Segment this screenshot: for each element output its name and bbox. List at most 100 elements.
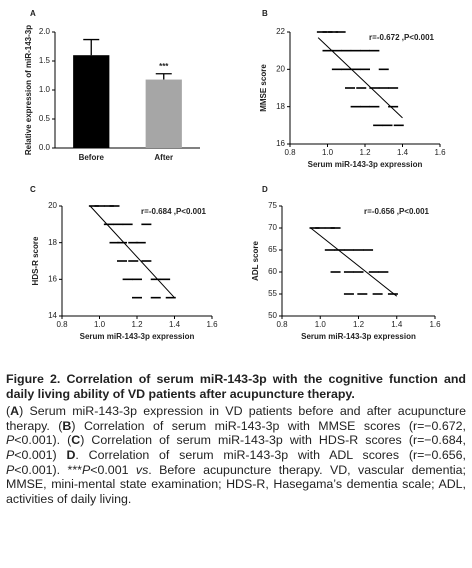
caption-text: <0.001 xyxy=(90,462,136,477)
y-tick-label: 14 xyxy=(48,311,57,320)
point xyxy=(150,296,161,299)
x-tick-label: Before xyxy=(79,153,105,162)
caption-text: . Correlation of serum miR-143-3p with A… xyxy=(75,447,466,462)
x-axis-label: Serum miR-143-3p expression xyxy=(308,160,423,169)
caption-text: P xyxy=(6,462,15,477)
y-tick-label: 20 xyxy=(48,201,57,210)
point xyxy=(322,31,333,33)
x-tick-label: 0.8 xyxy=(276,320,288,329)
point xyxy=(372,293,383,295)
y-tick-label: 16 xyxy=(48,274,57,283)
point xyxy=(341,49,352,52)
point xyxy=(378,68,389,71)
point xyxy=(343,293,354,295)
point xyxy=(128,241,139,244)
caption-text: . Before acupuncture therapy. VD, vascul… xyxy=(6,462,466,506)
x-tick-label: 1.4 xyxy=(169,320,181,329)
point xyxy=(330,227,341,229)
point xyxy=(350,49,361,52)
point xyxy=(160,278,171,281)
x-tick-label: 1.2 xyxy=(359,148,371,157)
x-tick-label: 1.6 xyxy=(434,148,446,157)
panel-label: A xyxy=(30,9,36,18)
y-tick-label: 0.0 xyxy=(39,143,51,152)
x-tick-label: 1.0 xyxy=(94,320,106,329)
figure: A 0.0 0.5 1.0 1.5 2.0 Relative expression of m… xyxy=(24,9,446,341)
caption-text: ) Correlation of serum miR-143-3p with H… xyxy=(80,433,466,448)
y-axis-label: HDS-R score xyxy=(31,236,40,285)
point xyxy=(324,227,335,229)
point xyxy=(331,49,342,52)
fit-line xyxy=(89,205,175,299)
point xyxy=(343,271,354,273)
point xyxy=(353,249,364,251)
x-tick-label: 1.2 xyxy=(353,320,365,329)
point xyxy=(378,87,389,89)
caption-text: P xyxy=(81,462,91,477)
caption-text: B xyxy=(62,418,72,433)
caption-title: Figure 2. Correlation of serum miR-143-3… xyxy=(6,372,466,401)
y-tick-label: 22 xyxy=(276,27,285,36)
significance: *** xyxy=(159,62,169,71)
point xyxy=(360,68,370,71)
x-tick-label: 1.0 xyxy=(322,148,334,157)
point xyxy=(357,293,368,295)
point xyxy=(128,260,139,262)
point xyxy=(330,271,341,273)
point xyxy=(335,31,346,33)
y-tick-label: 0.5 xyxy=(39,114,51,123)
error-bar xyxy=(155,73,172,80)
y-axis-label: ADL score xyxy=(251,241,260,281)
caption-body: (A) Serum miR-143-3p expression in VD pa… xyxy=(6,404,466,506)
caption-text: P xyxy=(6,447,15,462)
y-tick-label: 60 xyxy=(268,267,277,276)
point xyxy=(324,249,335,251)
x-tick-label: 1.4 xyxy=(391,320,403,329)
y-tick-label: 1.5 xyxy=(39,56,51,65)
point xyxy=(109,205,120,207)
point xyxy=(363,249,374,251)
point xyxy=(334,249,345,251)
y-tick-label: 65 xyxy=(268,245,277,254)
x-tick-label: 1.2 xyxy=(131,320,143,329)
point xyxy=(122,223,133,226)
point xyxy=(331,68,342,71)
point xyxy=(109,241,120,244)
point xyxy=(122,278,133,281)
x-tick-label: 1.6 xyxy=(429,320,441,329)
point xyxy=(393,124,404,127)
x-tick-label: After xyxy=(154,153,173,162)
point xyxy=(328,31,339,33)
point xyxy=(360,49,370,52)
point xyxy=(165,296,176,299)
point xyxy=(341,68,352,71)
x-tick-label: 0.8 xyxy=(56,320,68,329)
caption-text: ) Serum miR-143-3p expression in VD pati… xyxy=(6,404,466,433)
point xyxy=(141,223,152,226)
x-axis-label: Serum miR-143-3p expression xyxy=(301,332,416,341)
y-tick-label: 70 xyxy=(268,223,277,232)
caption: Figure 2. Correlation of serum miR-143-3… xyxy=(6,372,466,509)
point xyxy=(88,205,99,207)
y-axis-label: Relative expression of miR-143-3p xyxy=(24,25,33,155)
y-tick-label: 1.0 xyxy=(39,85,51,94)
y-axis-label: MMSE score xyxy=(259,64,268,112)
point xyxy=(369,105,380,108)
y-tick-label: 20 xyxy=(276,64,285,73)
point xyxy=(373,124,384,127)
point xyxy=(94,205,105,207)
point xyxy=(369,49,380,52)
fit-line xyxy=(310,227,398,297)
annotation: r=-0.656 ,P<0.001 xyxy=(364,207,429,216)
point xyxy=(113,223,124,226)
point xyxy=(132,278,142,281)
point xyxy=(141,260,152,262)
y-tick-label: 75 xyxy=(268,201,277,210)
point xyxy=(309,227,320,229)
point xyxy=(353,271,364,273)
point xyxy=(135,241,146,244)
caption-text: vs xyxy=(135,462,149,477)
point xyxy=(350,68,361,71)
caption-text: A xyxy=(10,404,20,419)
